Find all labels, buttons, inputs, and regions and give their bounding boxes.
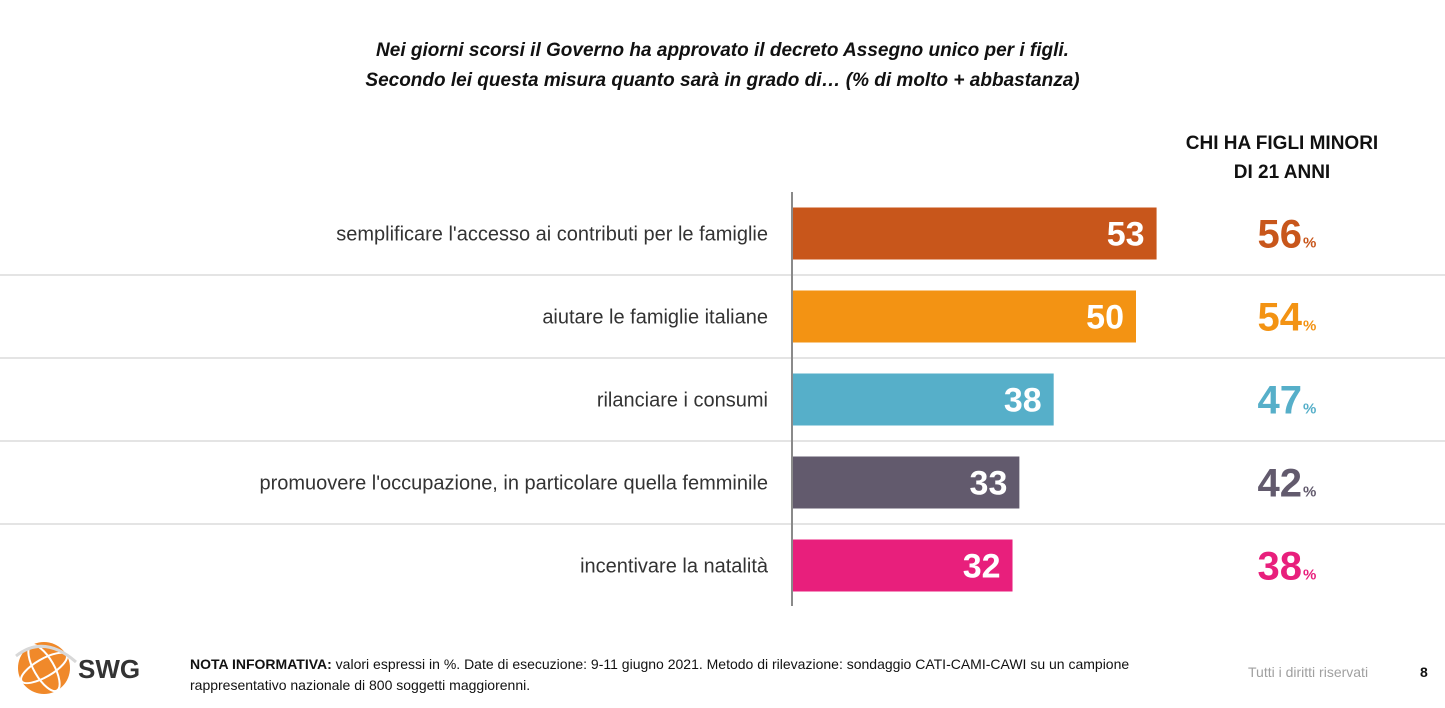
footer-note: NOTA INFORMATIVA: valori espressi in %. … <box>190 654 1150 696</box>
note-label: NOTA INFORMATIVA: <box>190 656 332 672</box>
rights-text: Tutti i diritti riservati <box>1248 664 1369 680</box>
bar <box>793 207 1157 260</box>
secondary-unit: % <box>1303 318 1316 335</box>
bar <box>793 456 1020 509</box>
note-text: valori espressi in %. Date di esecuzione… <box>190 656 1130 693</box>
secondary-value: 42 <box>1258 462 1303 506</box>
bar-value-label: 38 <box>1004 382 1042 420</box>
page-number: 8 <box>1420 664 1428 680</box>
swg-logo: SWG <box>15 642 140 694</box>
category-label: incentivare la natalità <box>580 556 769 578</box>
secondary-unit: % <box>1303 235 1316 252</box>
category-label: aiutare le famiglie italiane <box>542 307 768 329</box>
secondary-unit: % <box>1303 567 1316 584</box>
bar-chart: CHI HA FIGLI MINORI DI 21 ANNI semplific… <box>0 133 1445 606</box>
bar-value-label: 33 <box>970 465 1008 503</box>
secondary-value: 47 <box>1258 379 1303 423</box>
column-header-line2: DI 21 ANNI <box>1234 162 1330 183</box>
category-label: semplificare l'accesso ai contributi per… <box>336 224 768 246</box>
category-label: rilanciare i consumi <box>597 390 768 412</box>
bar-value-label: 53 <box>1107 216 1145 254</box>
secondary-unit: % <box>1303 401 1316 418</box>
bar-value-label: 50 <box>1086 299 1124 337</box>
globe-icon <box>15 642 77 694</box>
column-header-line1: CHI HA FIGLI MINORI <box>1186 133 1378 154</box>
secondary-value: 38 <box>1258 545 1303 589</box>
secondary-value: 54 <box>1258 296 1303 340</box>
bar <box>793 290 1136 343</box>
bar <box>793 539 1013 592</box>
bar-value-label: 32 <box>963 548 1001 586</box>
chart-title: Nei giorni scorsi il Governo ha approvat… <box>0 36 1445 96</box>
category-label: promuovere l'occupazione, in particolare… <box>259 473 768 495</box>
secondary-unit: % <box>1303 484 1316 501</box>
chart-title-line2: Secondo lei questa misura quanto sarà in… <box>365 70 1080 91</box>
chart-title-line1: Nei giorni scorsi il Governo ha approvat… <box>376 40 1069 61</box>
secondary-value: 56 <box>1258 213 1303 257</box>
logo-text: SWG <box>78 654 140 684</box>
bar <box>793 373 1054 426</box>
